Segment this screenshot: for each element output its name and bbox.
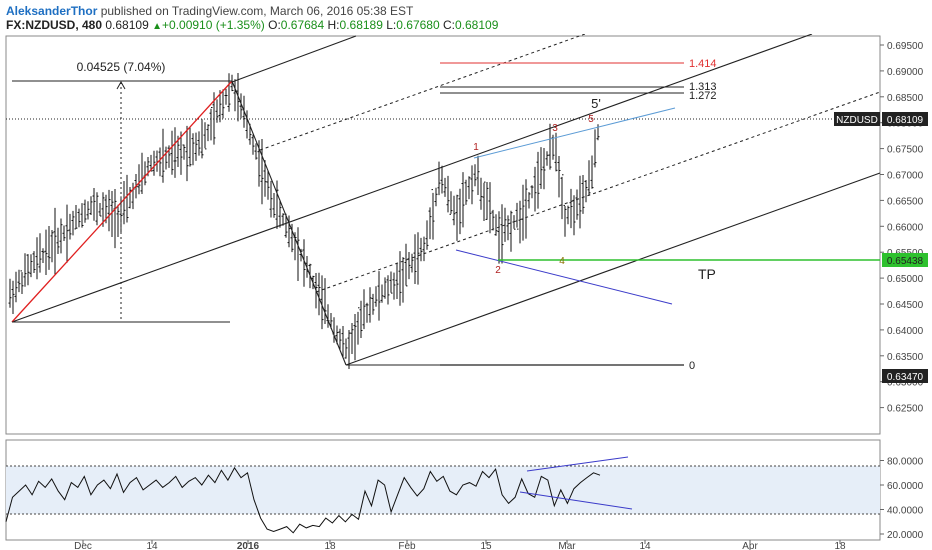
time-tick-label: 2016 — [237, 541, 260, 550]
decline-line[interactable] — [231, 80, 347, 366]
time-tick-label: Dec — [74, 541, 92, 550]
high-label: H: — [327, 18, 340, 32]
low-label: L: — [386, 18, 397, 32]
wave-5prime-label: 5' — [591, 96, 601, 111]
price-tick-label: 0.67500 — [887, 145, 924, 156]
tp-label: TP — [698, 266, 716, 282]
time-tick-label: 15 — [480, 541, 492, 550]
close-value: 0.68109 — [455, 18, 499, 32]
symbol-price-tag: NZDUSD 0.68109 — [834, 112, 928, 126]
rsi-tick-label: 80.0000 — [887, 457, 924, 468]
time-tick-label: 14 — [639, 541, 651, 550]
tp-price-tag-text: 0.65438 — [887, 256, 924, 267]
rsi-tick-label: 20.0000 — [887, 530, 924, 541]
low-price-tag: 0.63470 — [882, 369, 928, 383]
rsi-line[interactable] — [5, 466, 601, 534]
wave-1-label: 1 — [473, 142, 479, 153]
rsi-band — [6, 466, 880, 514]
wave-4-label: 4 — [559, 256, 565, 267]
published-text: published on TradingView.com, March 06, … — [100, 4, 414, 18]
fib-1272-label: 1.272 — [689, 90, 717, 102]
chart-header: AleksanderThor published on TradingView.… — [6, 0, 926, 34]
channel-upper-line[interactable] — [11, 34, 813, 323]
low-price-tag-text: 0.63470 — [887, 372, 924, 383]
price-tick-label: 0.63500 — [887, 352, 924, 363]
price-tick-label: 0.68500 — [887, 93, 924, 104]
open-value: 0.67684 — [280, 18, 325, 32]
time-tick-label: Feb — [398, 541, 416, 550]
channel-top-line[interactable] — [231, 35, 357, 83]
up-triangle-icon: ▲ — [152, 21, 163, 32]
measure-label: 0.04525 (7.04%) — [77, 60, 166, 74]
triangle-top-line[interactable] — [473, 107, 676, 159]
time-tick-label: 18 — [834, 541, 846, 550]
high-value: 0.68189 — [339, 18, 383, 32]
symbol-label: FX:NZDUSD, 480 — [6, 18, 103, 32]
fib-1313-label: 1.313 — [689, 81, 717, 93]
wave-5-label: 5 — [588, 114, 594, 125]
fib-0-label: 0 — [689, 360, 695, 372]
main-pane[interactable] — [5, 35, 881, 435]
time-axis[interactable]: Dec 14 2016 18 Feb 15 Mar 14 Apr 18 — [74, 540, 846, 550]
channel-low-dashed-line[interactable] — [315, 91, 881, 293]
open-label: O: — [268, 18, 281, 32]
wave-2-label: 2 — [495, 265, 501, 276]
wave-3-label: 3 — [552, 123, 558, 134]
price-tick-label: 0.62500 — [887, 404, 924, 415]
channel-lower-line[interactable] — [345, 172, 881, 366]
price-tick-label: 0.66500 — [887, 196, 924, 207]
tp-price-tag: 0.65438 — [882, 253, 928, 267]
price-tick-label: 0.66000 — [887, 222, 924, 233]
price-axis[interactable]: 0.695000.690000.685000.680000.675000.670… — [880, 41, 924, 415]
time-tick-label: Apr — [742, 541, 758, 550]
price-tick-label: 0.69500 — [887, 41, 924, 52]
close-label: C: — [443, 18, 455, 32]
triangle-bottom-line[interactable] — [455, 249, 673, 305]
rsi-tick-label: 60.0000 — [887, 481, 924, 492]
price-tick-label: 0.67000 — [887, 171, 924, 182]
rsi-tick-label: 40.0000 — [887, 506, 924, 517]
price-tick-label: 0.64000 — [887, 326, 924, 337]
time-tick-label: Mar — [558, 541, 576, 550]
rsi-top-trendline[interactable] — [526, 456, 629, 472]
rsi-axis: 80.0000 60.0000 40.0000 20.0000 — [880, 457, 924, 541]
last-price: 0.68109 — [105, 18, 149, 32]
fib-1414-label: 1.414 — [689, 58, 717, 70]
price-tick-label: 0.65000 — [887, 274, 924, 285]
change-value: +0.00910 (+1.35%) — [162, 18, 265, 32]
rsi-bottom-trendline[interactable] — [519, 491, 633, 510]
symbol-tag-text: NZDUSD — [836, 115, 878, 126]
time-tick-label: 18 — [324, 541, 336, 550]
price-tick-label: 0.69000 — [887, 67, 924, 78]
price-tick-label: 0.63000 — [887, 378, 924, 389]
time-tick-label: 14 — [146, 541, 158, 550]
author-link[interactable]: AleksanderThor — [6, 4, 98, 18]
candles-group — [8, 73, 600, 369]
last-price-tag: 0.68109 — [887, 115, 924, 126]
ohlc-line: FX:NZDUSD, 480 0.68109 ▲+0.00910 (+1.35%… — [6, 18, 498, 32]
measure-arrow-head — [116, 80, 126, 90]
price-tick-label: 0.64500 — [887, 300, 924, 311]
price-chart[interactable]: 0.04525 (7.04%) 1.414 1.313 1.272 0 TP 1… — [0, 34, 932, 550]
publish-line: AleksanderThor published on TradingView.… — [6, 4, 413, 18]
low-value: 0.67680 — [396, 18, 440, 32]
trend-line-red[interactable] — [11, 80, 233, 323]
